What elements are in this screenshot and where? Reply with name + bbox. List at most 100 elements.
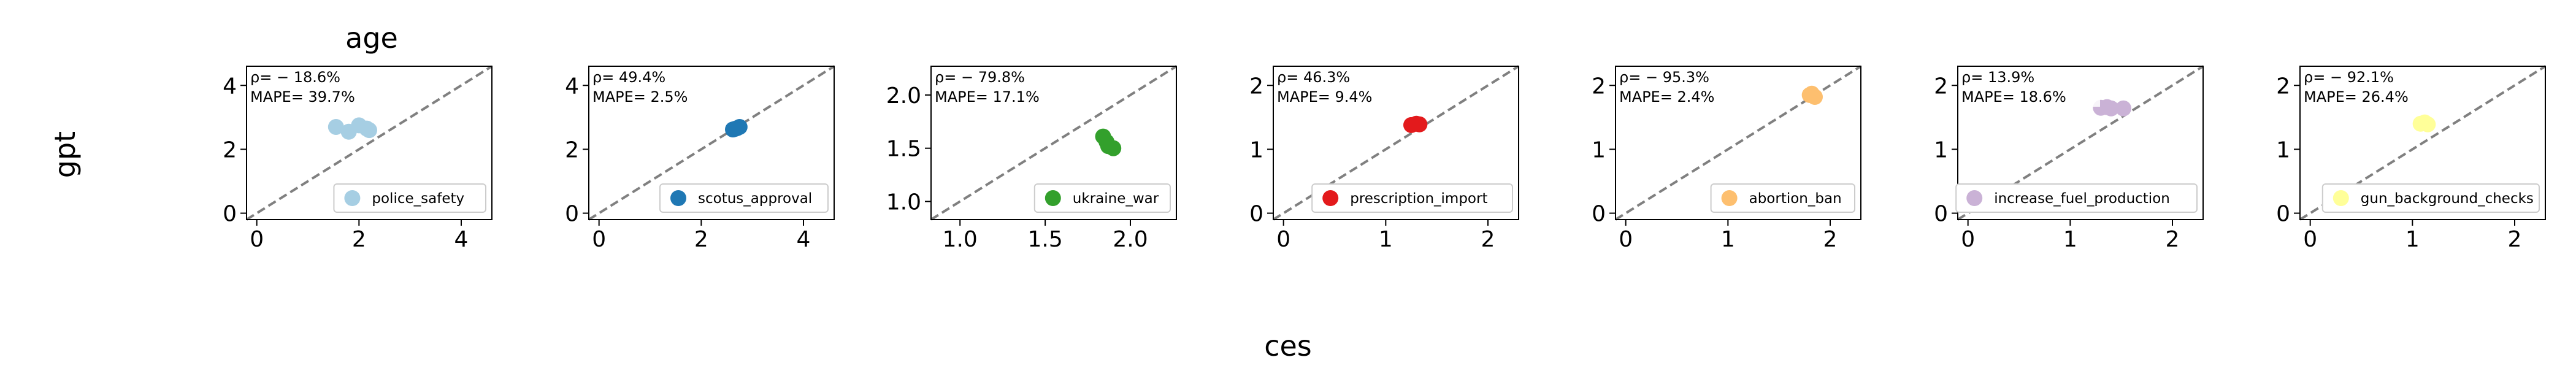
panel-3-point — [1098, 134, 1115, 150]
panel-7-ytick-label: 1 — [2276, 137, 2290, 163]
panel-4: 0 1 2 0 1 2 ρ= 46.3% MAPE= 9.4% prescription_imp… — [1249, 65, 1520, 252]
panel-5-ytick-label: 2 — [1592, 74, 1606, 99]
panel-4-ytick-label: 0 — [1249, 202, 1263, 227]
panel-4-reference-line — [1272, 65, 1520, 221]
panel-1-xtick-label: 4 — [454, 227, 469, 252]
panel-5-point — [1804, 85, 1820, 102]
panel-1-ytick-label: 0 — [223, 202, 237, 227]
panel-3-ytick-label: 1.0 — [886, 190, 921, 215]
panel-4-xtick-label: 2 — [1481, 227, 1495, 252]
panel-3-legend-marker — [1045, 190, 1061, 206]
panel-5-legend-label: abortion_ban — [1749, 191, 1842, 207]
panel-6-xtick-label: 2 — [2166, 227, 2180, 252]
panel-1-ytick-label: 2 — [223, 137, 237, 163]
panel-5-ytick-label: 1 — [1592, 137, 1606, 163]
panel-3-legend-label: ukraine_war — [1073, 191, 1159, 207]
panel-6-xtick-label: 0 — [1961, 227, 1975, 252]
panel-3-ytick-label: 2.0 — [886, 83, 921, 109]
panel-3-stats-box — [932, 67, 1073, 107]
panel-6-ytick-label: 2 — [1934, 74, 1948, 99]
panel-7-xtick-label: 2 — [2508, 227, 2522, 252]
panel-7-xtick-label: 1 — [2405, 227, 2420, 252]
panel-2-xtick-label: 2 — [694, 227, 708, 252]
panels: 0 2 4 0 2 4 ρ= − 18.6% MAPE= 39.7% police_safety… — [223, 65, 2547, 252]
panel-4-legend-label: prescription_import — [1350, 191, 1487, 207]
panel-7-stats-box — [2301, 67, 2442, 107]
panel-2-ytick-label: 2 — [565, 137, 579, 163]
panel-6-point — [2115, 100, 2131, 117]
panel-6-reference-line — [1957, 65, 2204, 221]
panel-5-xtick-label: 0 — [1619, 227, 1633, 252]
panel-2-stats-box — [590, 67, 731, 107]
panel-3-xtick-label: 1.0 — [943, 227, 978, 252]
panel-5-legend-box — [1710, 183, 1856, 213]
panel-2-legend-marker — [670, 190, 686, 206]
panel-3-ytick-label: 1.5 — [886, 137, 921, 162]
panel-6-axes-frame — [1957, 66, 2204, 220]
panel-5-axes-frame — [1615, 66, 1861, 220]
panel-7-ytick-label: 0 — [2276, 202, 2290, 227]
panel-4-point — [1411, 116, 1428, 132]
panel-5-stats-box — [1617, 67, 1758, 107]
panel-5-rho-label: ρ= − 95.3% — [1619, 69, 1709, 86]
panel-4-legend-marker — [1322, 190, 1339, 206]
panel-2-mape-label: MAPE= 2.5% — [592, 88, 688, 105]
panel-6-stats-box — [1959, 67, 2100, 107]
panel-7-axes-frame — [2299, 66, 2546, 220]
panel-6-ytick-label: 1 — [1934, 137, 1948, 163]
panel-2-reference-line — [588, 65, 835, 221]
panel-1-legend-marker — [344, 190, 361, 206]
panel-1-mape-label: MAPE= 39.7% — [250, 88, 355, 105]
panel-1-legend-label: police_safety — [372, 191, 464, 207]
panel-5: 0 1 2 0 1 2 ρ= − 95.3% MAPE= 2.4% abortion_ban — [1592, 65, 1862, 252]
panel-1-point — [358, 120, 375, 137]
panel-7-reference-line — [2299, 65, 2547, 221]
panel-7-legend-box — [2321, 183, 2540, 213]
panel-5-xtick-label: 2 — [1823, 227, 1838, 252]
panel-2-ytick-label: 4 — [565, 74, 579, 99]
panel-1-stats-box — [248, 67, 389, 107]
panel-4-legend-box — [1311, 183, 1513, 213]
panel-1-xtick-label: 2 — [352, 227, 366, 252]
panel-6-xtick-label: 1 — [2063, 227, 2077, 252]
panel-7-mape-label: MAPE= 26.4% — [2304, 88, 2409, 105]
panel-3-xtick-label: 1.5 — [1027, 227, 1062, 252]
panel-7-legend-marker — [2333, 190, 2349, 206]
panel-1-rho-label: ρ= − 18.6% — [250, 69, 340, 86]
panel-6-rho-label: ρ= 13.9% — [1961, 69, 2034, 86]
panel-6: 0 1 2 0 1 2 ρ= 13.9% MAPE= 18.6% increase_fuel_p… — [1934, 65, 2204, 252]
panel-1-xtick-label: 0 — [250, 227, 264, 252]
panel-6-legend-label: increase_fuel_production — [1994, 191, 2170, 207]
panel-4-xtick-label: 0 — [1276, 227, 1290, 252]
panel-6-mape-label: MAPE= 18.6% — [1961, 88, 2066, 105]
panel-2-legend-label: scotus_approval — [698, 191, 812, 207]
panel-4-rho-label: ρ= 46.3% — [1277, 69, 1350, 86]
panel-2-xtick-label: 0 — [592, 227, 606, 252]
panel-7-xtick-label: 0 — [2303, 227, 2317, 252]
panel-5-xtick-label: 1 — [1721, 227, 1735, 252]
panel-5-ytick-label: 0 — [1592, 202, 1606, 227]
panel-1-point — [328, 118, 344, 135]
panel-2-axes-frame — [588, 66, 835, 220]
panel-1-ytick-label: 4 — [223, 74, 237, 99]
panel-2-ytick-label: 0 — [565, 202, 579, 227]
panel-5-mape-label: MAPE= 2.4% — [1619, 88, 1714, 105]
panel-1-axes-frame — [246, 66, 493, 220]
panel-3-rho-label: ρ= − 79.8% — [935, 69, 1025, 86]
panel-3-xtick-label: 2.0 — [1113, 227, 1148, 252]
panel-7-ytick-label: 2 — [2276, 74, 2290, 99]
panel-6-point — [2099, 99, 2115, 115]
panel-2-legend-box — [659, 183, 829, 213]
panel-2: 0 2 4 0 2 4 ρ= 49.4% MAPE= 2.5% scotus_approval — [565, 65, 835, 252]
figure-title: age — [345, 21, 398, 55]
panel-4-ytick-label: 2 — [1249, 74, 1263, 99]
panel-5-reference-line — [1614, 65, 1862, 221]
panel-7: 0 1 2 0 1 2 ρ= − 92.1% MAPE= 26.4% gun_backgroun… — [2276, 65, 2547, 252]
panel-1: 0 2 4 0 2 4 ρ= − 18.6% MAPE= 39.7% police_safety — [223, 65, 493, 252]
figure-ylabel: gpt — [48, 131, 82, 178]
panel-1-legend-box — [333, 183, 487, 213]
panel-7-rho-label: ρ= − 92.1% — [2304, 69, 2394, 86]
panel-4-xtick-label: 1 — [1379, 227, 1393, 252]
panel-6-legend-box — [1955, 183, 2198, 213]
